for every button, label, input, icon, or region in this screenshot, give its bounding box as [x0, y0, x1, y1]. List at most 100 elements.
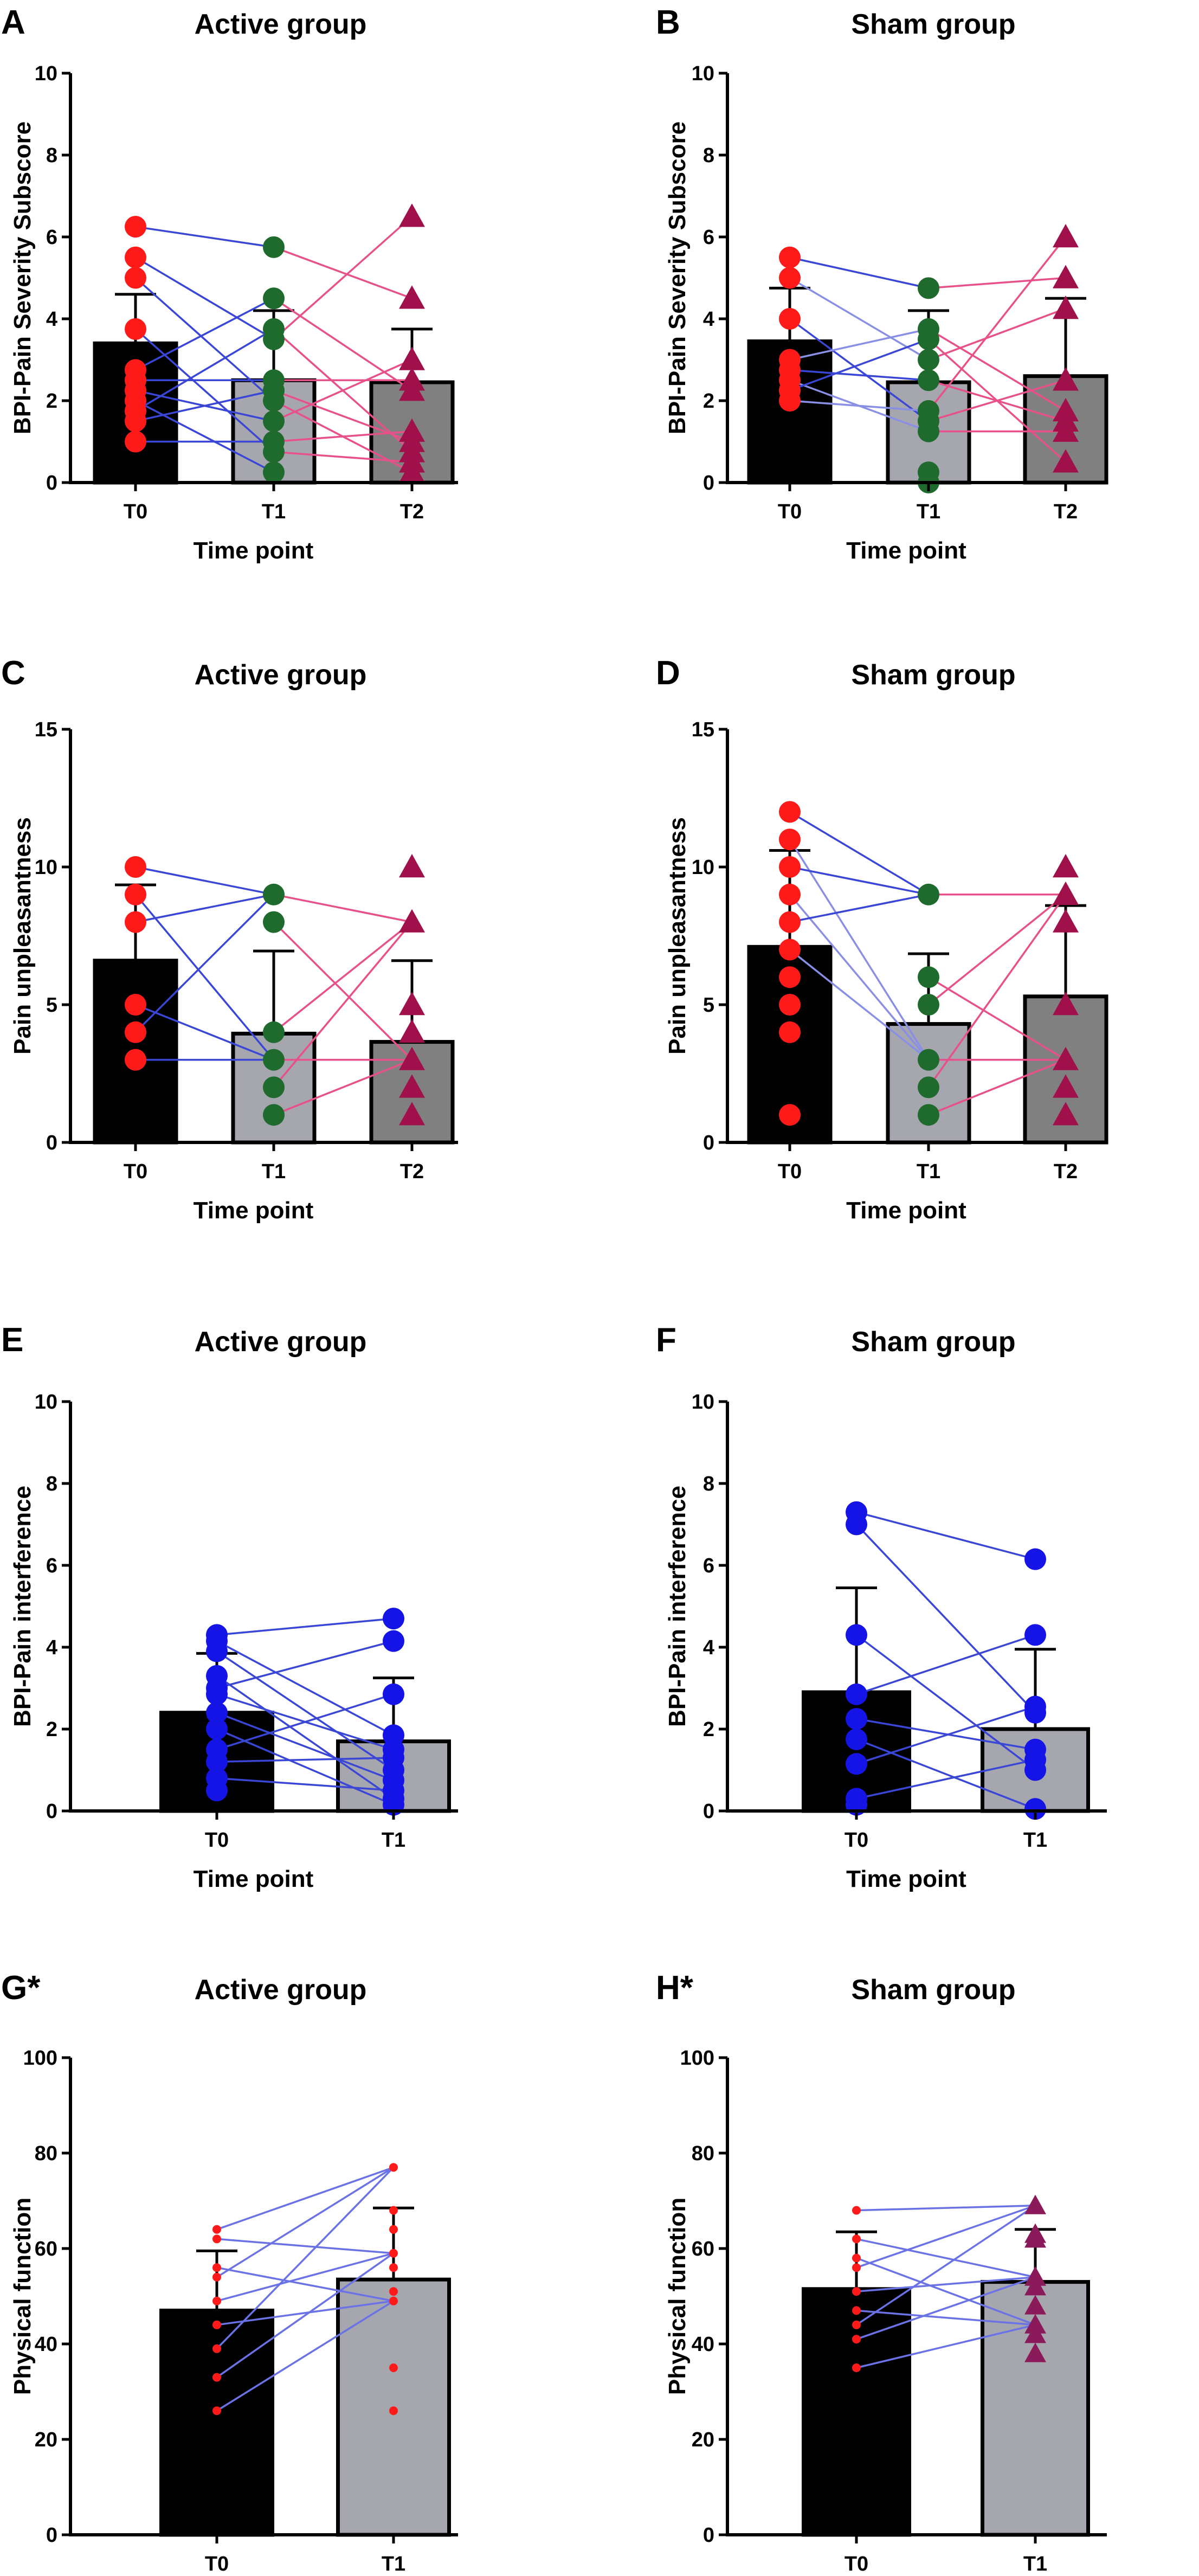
chart-title: Sham group	[851, 1974, 1015, 2006]
x-tick-label: T1	[1023, 2553, 1047, 2575]
y-tick-label: 10	[35, 856, 57, 879]
data-point	[125, 246, 146, 268]
subject-line	[216, 2167, 395, 2350]
data-point	[779, 1021, 801, 1043]
y-tick-label: 100	[680, 2047, 714, 2070]
data-point	[389, 2263, 398, 2272]
data-point	[1024, 1759, 1046, 1781]
subject-line	[134, 894, 275, 1061]
panel-a: A Active group 0 2 4 6 8 10 T0 T1 T2 Time point BPI-…	[1, 4, 458, 564]
subject-line	[856, 1738, 1036, 1810]
subject-line	[928, 379, 1066, 422]
subject-line	[789, 400, 929, 412]
data-point	[212, 2272, 221, 2282]
x-tick-label: T1	[917, 1160, 940, 1183]
y-tick-label: 60	[692, 2238, 714, 2260]
subject-line	[856, 2276, 1036, 2340]
data-point	[206, 1751, 228, 1773]
x-axis-label: Time point	[194, 1197, 314, 1224]
y-tick-label: 2	[46, 390, 57, 413]
y-tick-label: 60	[35, 2238, 57, 2260]
data-point	[846, 1624, 867, 1646]
x-tick-label: T0	[778, 1160, 802, 1183]
y-tick-label: 10	[35, 1391, 57, 1414]
data-point	[383, 1683, 404, 1705]
data-point	[779, 246, 801, 268]
subject-line	[273, 215, 413, 341]
data-point	[779, 308, 801, 330]
y-tick-label: 100	[23, 2047, 57, 2070]
y-axis-label: Physical function	[9, 2198, 36, 2395]
y-tick-label: 40	[692, 2333, 714, 2356]
data-point	[399, 1074, 425, 1098]
chart-title: Sham group	[851, 1326, 1015, 1358]
y-axis-label: BPI-Pain interference	[9, 1486, 36, 1727]
x-tick-label: T1	[382, 2553, 405, 2575]
data-point	[212, 2406, 221, 2416]
y-tick-label: 80	[35, 2142, 57, 2165]
data-point	[1024, 2276, 1046, 2296]
x-tick-label: T0	[778, 500, 802, 523]
data-point	[389, 2249, 398, 2258]
data-point	[399, 285, 425, 309]
y-tick-label: 20	[35, 2429, 57, 2451]
subject-line	[135, 894, 274, 923]
data-point	[125, 1021, 146, 1043]
x-axis-label: Time point	[194, 537, 314, 564]
data-point	[918, 883, 939, 905]
subject-line	[856, 1758, 1036, 1800]
y-axis-label: BPI-Pain interference	[664, 1486, 691, 1727]
subject-line	[216, 2300, 394, 2326]
data-point	[1053, 1102, 1079, 1126]
data-point	[1053, 854, 1079, 878]
y-tick-label: 10	[692, 1391, 714, 1414]
subject-line	[856, 2205, 1036, 2326]
data-point	[125, 216, 146, 238]
data-point	[263, 236, 285, 258]
subject-line	[273, 297, 412, 391]
x-tick-label: T0	[124, 500, 147, 523]
y-tick-label: 6	[703, 226, 714, 249]
data-point	[125, 994, 146, 1016]
data-point	[383, 1608, 404, 1630]
data-point	[399, 1019, 425, 1043]
y-tick-label: 0	[46, 1800, 57, 1823]
subject-line	[273, 358, 412, 422]
y-tick-label: 0	[46, 472, 57, 494]
data-point	[779, 856, 801, 878]
x-axis-label: Time point	[194, 1866, 314, 1892]
y-tick-label: 4	[46, 308, 57, 331]
x-axis-label: Time point	[846, 1866, 966, 1892]
data-point	[399, 854, 425, 878]
x-tick-label: T1	[1023, 1829, 1047, 1852]
y-tick-label: 20	[692, 2429, 714, 2451]
subject-line	[273, 921, 413, 1088]
data-point	[1024, 1798, 1046, 1820]
data-point	[1053, 449, 1079, 473]
data-point	[125, 318, 146, 340]
data-point	[125, 1049, 146, 1071]
data-point	[389, 2406, 398, 2416]
subject-line	[789, 894, 930, 1061]
y-tick-label: 4	[703, 1636, 714, 1659]
subject-line	[928, 1058, 1066, 1116]
y-tick-label: 2	[703, 390, 714, 413]
subject-line	[216, 1757, 394, 1763]
data-point	[212, 2296, 221, 2305]
panel-letter: D	[656, 654, 680, 692]
data-point	[263, 1049, 285, 1071]
y-tick-label: 2	[703, 1718, 714, 1741]
subject-line	[789, 866, 929, 896]
data-point	[399, 1102, 425, 1126]
data-point	[212, 2263, 221, 2272]
data-point	[852, 2320, 861, 2329]
data-point	[125, 431, 146, 453]
x-tick-label: T0	[124, 1160, 147, 1183]
subject-line	[216, 1640, 394, 1690]
subject-line	[789, 256, 929, 290]
data-point	[918, 369, 939, 391]
data-point	[1053, 909, 1079, 933]
subject-line	[855, 1524, 1036, 1714]
subject-line	[856, 2257, 1036, 2326]
